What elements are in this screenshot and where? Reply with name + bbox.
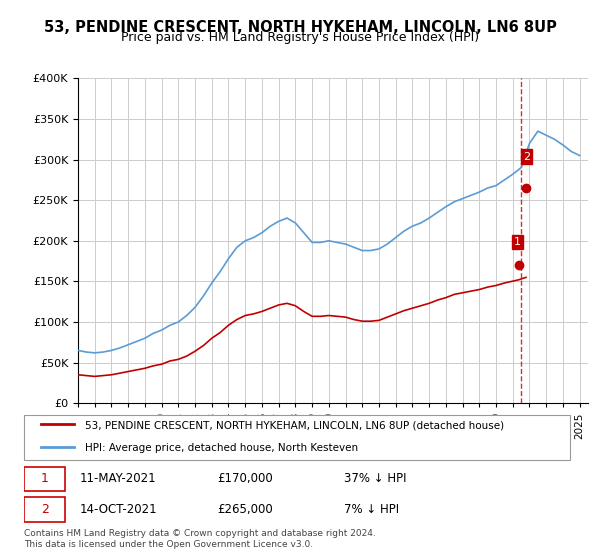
FancyBboxPatch shape xyxy=(24,497,65,522)
Text: 1: 1 xyxy=(514,237,521,247)
Text: Price paid vs. HM Land Registry's House Price Index (HPI): Price paid vs. HM Land Registry's House … xyxy=(121,31,479,44)
Text: 53, PENDINE CRESCENT, NORTH HYKEHAM, LINCOLN, LN6 8UP: 53, PENDINE CRESCENT, NORTH HYKEHAM, LIN… xyxy=(44,20,556,35)
Text: 2: 2 xyxy=(523,152,530,162)
Text: Contains HM Land Registry data © Crown copyright and database right 2024.
This d: Contains HM Land Registry data © Crown c… xyxy=(24,529,376,549)
Text: 11-MAY-2021: 11-MAY-2021 xyxy=(79,473,156,486)
Text: 14-OCT-2021: 14-OCT-2021 xyxy=(79,503,157,516)
FancyBboxPatch shape xyxy=(24,415,571,460)
Text: 37% ↓ HPI: 37% ↓ HPI xyxy=(344,473,407,486)
FancyBboxPatch shape xyxy=(24,466,65,491)
Text: £170,000: £170,000 xyxy=(217,473,273,486)
Text: 53, PENDINE CRESCENT, NORTH HYKEHAM, LINCOLN, LN6 8UP (detached house): 53, PENDINE CRESCENT, NORTH HYKEHAM, LIN… xyxy=(85,421,504,431)
Text: 2: 2 xyxy=(41,503,49,516)
Text: 1: 1 xyxy=(41,473,49,486)
Text: £265,000: £265,000 xyxy=(217,503,273,516)
Text: HPI: Average price, detached house, North Kesteven: HPI: Average price, detached house, Nort… xyxy=(85,443,358,453)
Text: 7% ↓ HPI: 7% ↓ HPI xyxy=(344,503,399,516)
